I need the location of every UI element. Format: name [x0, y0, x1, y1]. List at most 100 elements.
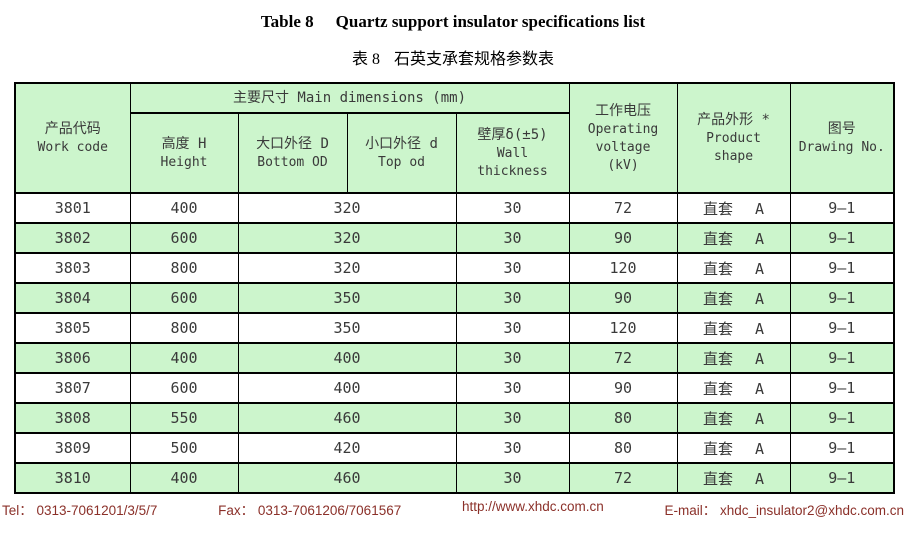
cell-shape: 直套 A — [676, 192, 791, 224]
cell-od: 320 — [237, 222, 457, 254]
header-top-od: 小口外径 d Top od — [346, 112, 457, 194]
cell-work-code: 3802 — [14, 222, 131, 254]
cell-wall: 30 — [455, 462, 570, 494]
cell-height: 600 — [129, 282, 239, 314]
table-row: 3809 500 420 30 80 直套 A 9—1 — [14, 432, 895, 464]
cell-shape: 直套 A — [676, 252, 791, 284]
cell-shape: 直套 A — [676, 282, 791, 314]
table-row: 3802 600 320 30 90 直套 A 9—1 — [14, 222, 895, 254]
table-row: 3808 550 460 30 80 直套 A 9—1 — [14, 402, 895, 434]
cell-voltage: 80 — [568, 402, 678, 434]
cell-height: 400 — [129, 192, 239, 224]
cell-voltage: 90 — [568, 222, 678, 254]
cell-work-code: 3808 — [14, 402, 131, 434]
cell-od: 400 — [237, 342, 457, 374]
header-work-code: 产品代码 Work code — [14, 82, 131, 194]
spec-table: 产品代码 Work code 主要尺寸 Main dimensions (mm)… — [14, 82, 896, 494]
cell-work-code: 3810 — [14, 462, 131, 494]
cell-voltage: 80 — [568, 432, 678, 464]
table-title-english: Table 8 Quartz support insulator specific… — [0, 12, 906, 32]
footer-email-link[interactable]: E-mail： xhdc_insulator2@xhdc.com.cn — [664, 503, 904, 518]
cell-shape: 直套 A — [676, 462, 791, 494]
cell-shape: 直套 A — [676, 222, 791, 254]
cell-drawing: 9—1 — [789, 342, 895, 374]
header-height: 高度 H Height — [129, 112, 239, 194]
cell-height: 800 — [129, 252, 239, 284]
cell-shape: 直套 A — [676, 342, 791, 374]
header-main-dimensions: 主要尺寸 Main dimensions (mm) — [129, 82, 570, 114]
table-title-text: Quartz support insulator specifications … — [335, 12, 646, 31]
cell-drawing: 9—1 — [789, 222, 895, 254]
cell-voltage: 90 — [568, 282, 678, 314]
header-drawing-no: 图号 Drawing No. — [789, 82, 895, 194]
cell-od: 320 — [237, 192, 457, 224]
cell-height: 400 — [129, 342, 239, 374]
cell-wall: 30 — [455, 312, 570, 344]
cell-od: 320 — [237, 252, 457, 284]
header-bottom-od: 大口外径 D Bottom OD — [237, 112, 348, 194]
cell-wall: 30 — [455, 372, 570, 404]
cell-work-code: 3809 — [14, 432, 131, 464]
cell-wall: 30 — [455, 222, 570, 254]
cell-height: 400 — [129, 462, 239, 494]
cell-voltage: 72 — [568, 462, 678, 494]
cell-height: 600 — [129, 222, 239, 254]
cell-wall: 30 — [455, 402, 570, 434]
cell-voltage: 120 — [568, 312, 678, 344]
cell-shape: 直套 A — [676, 432, 791, 464]
cell-work-code: 3801 — [14, 192, 131, 224]
cell-voltage: 72 — [568, 192, 678, 224]
cell-drawing: 9—1 — [789, 402, 895, 434]
footer-fax: Fax： 0313-7061206/7061567 — [218, 503, 402, 518]
cell-shape: 直套 A — [676, 372, 791, 404]
cell-wall: 30 — [455, 252, 570, 284]
table-row: 3805 800 350 30 120 直套 A 9—1 — [14, 312, 895, 344]
cell-work-code: 3805 — [14, 312, 131, 344]
cell-voltage: 72 — [568, 342, 678, 374]
header-product-shape: 产品外形 * Product shape — [676, 82, 791, 194]
table-row: 3806 400 400 30 72 直套 A 9—1 — [14, 342, 895, 374]
cell-shape: 直套 A — [676, 402, 791, 434]
cell-work-code: 3804 — [14, 282, 131, 314]
table-title-text-zh: 石英支承套规格参数表 — [394, 51, 555, 68]
table-row: 3803 800 320 30 120 直套 A 9—1 — [14, 252, 895, 284]
footer-tel: Tel： 0313-7061201/3/5/7 — [2, 503, 158, 518]
cell-work-code: 3807 — [14, 372, 131, 404]
table-title-chinese: 表 8 石英支承套规格参数表 — [0, 45, 906, 69]
table-row: 3810 400 460 30 72 直套 A 9—1 — [14, 462, 895, 494]
cell-wall: 30 — [455, 342, 570, 374]
cell-wall: 30 — [455, 432, 570, 464]
table-row: 3804 600 350 30 90 直套 A 9—1 — [14, 282, 895, 314]
cell-voltage: 120 — [568, 252, 678, 284]
cell-height: 550 — [129, 402, 239, 434]
cell-od: 460 — [237, 402, 457, 434]
cell-shape: 直套 A — [676, 312, 791, 344]
cell-drawing: 9—1 — [789, 462, 895, 494]
cell-od: 460 — [237, 462, 457, 494]
cell-work-code: 3806 — [14, 342, 131, 374]
table-row: 3807 600 400 30 90 直套 A 9—1 — [14, 372, 895, 404]
header-operating-voltage: 工作电压 Operating voltage (kV) — [568, 82, 678, 194]
cell-drawing: 9—1 — [789, 252, 895, 284]
cell-od: 420 — [237, 432, 457, 464]
cell-od: 400 — [237, 372, 457, 404]
contact-footer: Tel： 0313-7061201/3/5/7 Fax： 0313-706120… — [2, 499, 904, 519]
cell-drawing: 9—1 — [789, 312, 895, 344]
cell-od: 350 — [237, 282, 457, 314]
footer-website-link[interactable]: http://www.xhdc.com.cn — [461, 499, 604, 514]
cell-height: 600 — [129, 372, 239, 404]
header-wall-thickness: 壁厚δ(±5) Wall thickness — [455, 112, 570, 194]
cell-drawing: 9—1 — [789, 432, 895, 464]
cell-height: 800 — [129, 312, 239, 344]
cell-work-code: 3803 — [14, 252, 131, 284]
cell-wall: 30 — [455, 282, 570, 314]
cell-od: 350 — [237, 312, 457, 344]
cell-drawing: 9—1 — [789, 192, 895, 224]
cell-wall: 30 — [455, 192, 570, 224]
table-number-label-zh: 表 8 — [351, 51, 380, 68]
cell-height: 500 — [129, 432, 239, 464]
cell-drawing: 9—1 — [789, 372, 895, 404]
table-number-label: Table 8 — [260, 12, 314, 31]
cell-drawing: 9—1 — [789, 282, 895, 314]
